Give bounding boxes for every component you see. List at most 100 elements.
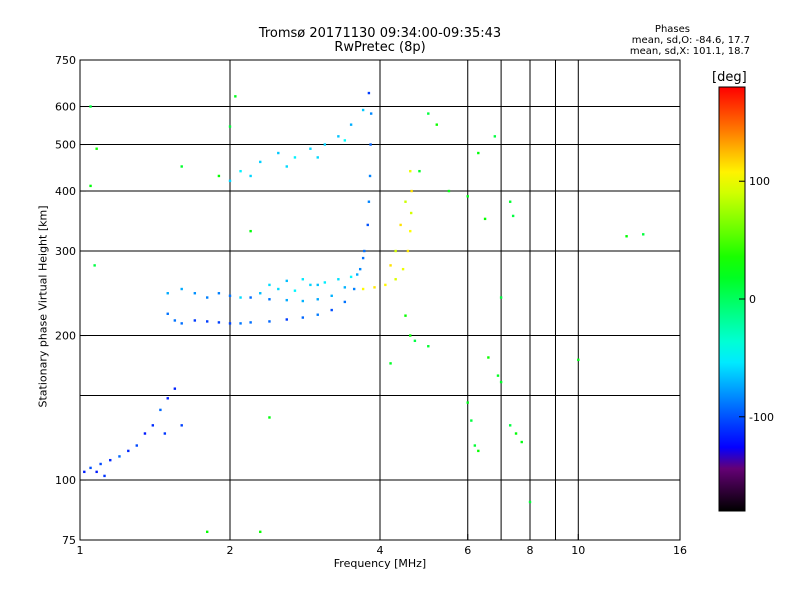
data-point (355, 273, 359, 276)
data-point (316, 156, 319, 159)
data-point (625, 235, 628, 238)
data-point (384, 283, 387, 287)
data-point (285, 298, 288, 302)
x-tick-label: 1 (77, 544, 84, 557)
data-point (508, 200, 512, 203)
data-point (166, 312, 169, 315)
data-point (228, 322, 232, 325)
data-point (180, 424, 183, 427)
y-tick-label: 200 (55, 330, 76, 343)
data-point (473, 444, 477, 447)
data-point (285, 279, 288, 283)
data-point (249, 229, 252, 233)
data-point (483, 217, 487, 221)
data-point (301, 316, 305, 319)
data-point (642, 233, 645, 236)
data-point (89, 184, 92, 188)
data-point (394, 278, 397, 281)
x-tick-label: 10 (571, 544, 585, 557)
data-point (259, 530, 262, 534)
data-point (268, 320, 271, 323)
data-point (404, 314, 407, 317)
data-point (361, 256, 365, 260)
y-axis-label: Stationary phase Virtual Height [km] (36, 205, 50, 408)
data-point (228, 125, 232, 128)
data-point (228, 294, 232, 297)
data-point (466, 195, 469, 198)
data-point (143, 432, 147, 435)
x-tick-label: 8 (527, 544, 534, 557)
data-point (217, 292, 221, 295)
data-point (337, 278, 340, 281)
data-point (159, 408, 162, 412)
colorbar-tick-label: 0 (749, 293, 756, 306)
data-point (477, 449, 480, 453)
data-point (180, 165, 183, 168)
data-point (118, 455, 121, 458)
data-point (239, 296, 242, 299)
x-tick-label: 6 (464, 544, 471, 557)
data-point (316, 313, 319, 316)
data-point (343, 286, 347, 289)
x-axis-label: Frequency [MHz] (333, 557, 427, 570)
data-point (89, 466, 92, 470)
data-point (99, 462, 102, 466)
data-point (180, 322, 183, 325)
y-tick-label: 600 (55, 101, 76, 114)
data-point (435, 123, 438, 126)
data-point (577, 358, 580, 362)
x-tick-label: 2 (227, 544, 234, 557)
data-point (413, 339, 417, 343)
y-tick-label: 100 (55, 474, 76, 487)
data-point (83, 470, 86, 474)
data-point (361, 287, 365, 291)
data-point (511, 214, 515, 218)
data-point (410, 189, 413, 193)
data-point (352, 287, 356, 291)
data-point (173, 319, 177, 322)
data-point (366, 223, 369, 227)
phase-stats-o-mode: mean, sd,O: -84.6, 17.7 (631, 35, 750, 46)
data-point (323, 281, 327, 284)
data-point (103, 474, 106, 478)
data-point (316, 283, 319, 287)
data-point (316, 298, 319, 301)
data-point (361, 108, 365, 112)
data-point (343, 139, 347, 142)
data-point (95, 147, 98, 150)
data-point (268, 298, 271, 301)
data-point (89, 105, 92, 108)
data-point (406, 249, 410, 253)
y-tick-label: 300 (55, 245, 76, 258)
data-point (373, 286, 376, 289)
data-point (493, 135, 497, 138)
x-tick-label: 16 (673, 544, 687, 557)
data-point (499, 380, 503, 384)
data-point (367, 91, 371, 95)
colorbar-tick-label: -100 (749, 411, 774, 424)
colorbar-tick-label: 100 (749, 175, 770, 188)
x-tick-label: 4 (377, 544, 384, 557)
data-point (135, 444, 138, 447)
y-tick-label: 400 (55, 185, 76, 198)
data-point (234, 95, 237, 98)
chart-subtitle: RwPretec (8p) (334, 40, 426, 55)
data-point (249, 174, 252, 178)
data-point (163, 432, 167, 435)
data-point (193, 319, 197, 322)
data-point (427, 345, 430, 348)
data-point (180, 287, 183, 291)
data-point (228, 179, 232, 183)
phase-stats-x-mode: mean, sd,X: 101.1, 18.7 (629, 46, 750, 57)
data-point (293, 289, 297, 292)
data-point (394, 249, 397, 253)
data-point (343, 300, 347, 304)
data-point (277, 151, 280, 155)
data-point (249, 321, 252, 324)
data-point (239, 322, 242, 325)
data-point (93, 264, 96, 267)
data-point (285, 318, 288, 321)
data-point (323, 143, 327, 146)
